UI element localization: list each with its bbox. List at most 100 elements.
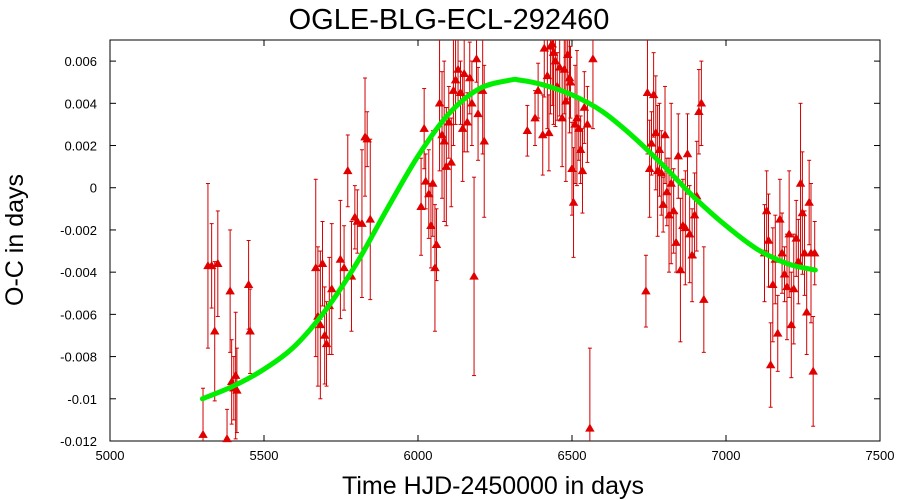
x-axis: 5000 5500 6000 6500 7000 7500 [96, 40, 895, 463]
data-point [664, 210, 674, 219]
data-point [245, 326, 255, 335]
data-point [557, 113, 567, 122]
data-point [317, 258, 328, 267]
data-point [450, 75, 461, 84]
data-point [459, 68, 469, 78]
x-tick-label: 7500 [866, 448, 895, 463]
data-point [439, 136, 449, 145]
fit-curve [199, 76, 818, 402]
data-point [533, 85, 543, 94]
data-point [585, 423, 595, 432]
y-tick-label: -0.012 [60, 434, 97, 449]
y-tick-label: -0.004 [60, 265, 97, 280]
chart-title: OGLE-BLG-ECL-292460 [289, 4, 610, 36]
data-point [327, 284, 337, 293]
data-point [784, 229, 794, 238]
data-point [561, 96, 571, 105]
data-point [567, 163, 577, 172]
data-point [431, 239, 442, 248]
data-point [547, 39, 558, 48]
data-point [642, 87, 653, 97]
y-axis-title: O-C in days [1, 174, 29, 306]
data-point [795, 178, 806, 187]
data-point [319, 330, 330, 339]
data-point [572, 113, 582, 122]
y-tick-label: -0.006 [60, 307, 97, 322]
data-point [582, 119, 593, 128]
data-point [441, 161, 452, 170]
fit-curve-group [199, 76, 818, 402]
data-point [775, 214, 785, 223]
data-point [579, 102, 590, 111]
data-points [198, 39, 820, 443]
data-point [575, 144, 586, 153]
data-point [479, 136, 489, 145]
data-point [671, 237, 681, 246]
data-point [457, 123, 468, 132]
data-point [773, 328, 783, 337]
data-point [809, 248, 820, 257]
data-point [651, 128, 661, 137]
data-point [339, 263, 349, 272]
data-point [646, 138, 657, 147]
data-point [471, 54, 482, 63]
y-tick-label: 0.006 [64, 54, 97, 69]
data-point [357, 218, 367, 227]
data-point [225, 286, 235, 295]
data-point [799, 248, 810, 257]
x-tick-label: 5500 [250, 448, 279, 463]
data-point [675, 265, 686, 274]
data-point [694, 106, 704, 115]
data-point [365, 214, 375, 223]
data-point [648, 90, 659, 99]
y-tick-label: -0.002 [60, 223, 97, 238]
data-point [473, 109, 483, 118]
data-point [453, 64, 463, 73]
data-point [437, 130, 447, 139]
data-point [434, 98, 445, 107]
data-point [687, 250, 697, 259]
data-point [699, 294, 709, 303]
data-point [789, 284, 799, 293]
data-point [213, 258, 223, 267]
x-tick-label: 5000 [96, 448, 125, 463]
data-point [544, 128, 554, 137]
data-point [444, 117, 454, 126]
data-point [538, 130, 548, 139]
data-point [656, 168, 667, 177]
data-point [791, 233, 801, 242]
data-point [222, 434, 232, 443]
x-tick-label: 6000 [404, 448, 433, 463]
data-point [419, 123, 429, 132]
x-tick-label: 7000 [712, 448, 741, 463]
data-point [539, 43, 550, 52]
data-point [658, 199, 668, 208]
data-point [554, 62, 565, 71]
data-point [420, 176, 431, 185]
data-point [469, 271, 479, 280]
data-point [568, 197, 579, 206]
data-point [455, 87, 466, 97]
data-point [430, 263, 440, 272]
data-point [315, 320, 326, 329]
data-point [416, 201, 426, 210]
data-point [786, 320, 797, 329]
data-point [462, 117, 473, 126]
data-point [522, 125, 533, 134]
data-point [574, 123, 584, 132]
y-tick-label: -0.008 [60, 350, 97, 365]
plot-frame [109, 39, 881, 442]
data-point [682, 149, 693, 158]
data-point [804, 197, 814, 206]
data-point [311, 263, 321, 272]
data-point [230, 370, 241, 379]
data-point [321, 339, 332, 348]
data-point [779, 269, 790, 278]
data-point [542, 71, 553, 80]
data-point [777, 248, 787, 257]
data-point [662, 187, 672, 196]
data-point [206, 261, 217, 270]
data-point [465, 73, 475, 82]
y-tick-label: 0 [90, 181, 97, 196]
